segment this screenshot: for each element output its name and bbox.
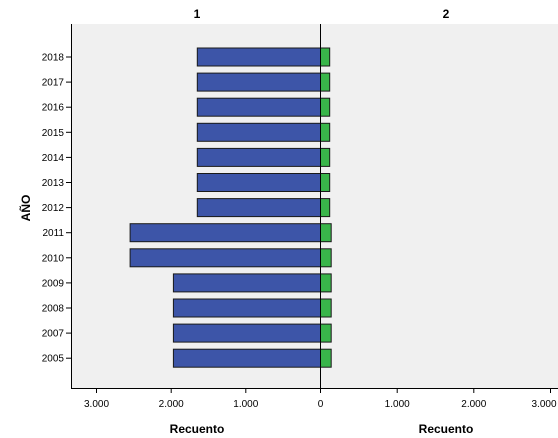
y-tick-label-2010: 2010 (42, 253, 65, 264)
bar-panel-2-2007 (320, 323, 332, 343)
bar-panel-1-2009 (172, 273, 321, 293)
bar-panel-1-2014 (196, 147, 321, 167)
y-tick-label-2014: 2014 (42, 153, 65, 164)
bar-panel-2-2010 (320, 248, 332, 268)
y-axis-label: AÑO (18, 195, 33, 222)
y-tick-label-2013: 2013 (42, 178, 65, 189)
bar-panel-2-2013 (320, 173, 331, 192)
y-tick-label-2015: 2015 (42, 128, 65, 139)
bar-panel-1-2011 (129, 223, 321, 243)
bar-panel-2-2012 (320, 198, 331, 218)
bars-panel-1 (129, 47, 321, 368)
panel-title-2: 2 (443, 7, 450, 21)
bar-panel-1-2012 (196, 198, 321, 218)
bar-panel-2-2009 (320, 273, 332, 293)
x-axis-label-right: Recuento (419, 422, 474, 436)
bar-panel-1-2016 (196, 97, 321, 117)
x-axis-label-left: Recuento (170, 422, 225, 436)
x-tick-label: 2.000 (159, 399, 184, 410)
y-axis: 2018 2017 2016 2015 2014 2013 2012 2011 2010 2009… (42, 24, 72, 388)
bar-panel-1-2013 (196, 173, 321, 192)
y-tick-label-2011: 2011 (42, 228, 64, 239)
y-tick-label-2005: 2005 (42, 354, 65, 365)
bar-panel-1-2008 (172, 298, 321, 318)
bar-panel-2-2005 (320, 348, 332, 368)
y-tick-label-2008: 2008 (42, 304, 65, 315)
y-tick-label-2018: 2018 (42, 53, 65, 64)
bar-panel-2-2018 (320, 47, 331, 67)
bar-panel-1-2007 (172, 323, 321, 343)
x-tick-label: 3.000 (84, 399, 109, 410)
bar-panel-2-2008 (320, 298, 332, 318)
bar-panel-2-2017 (320, 72, 331, 92)
bar-panel-1-2015 (196, 122, 321, 142)
x-tick-label: 0 (318, 399, 324, 410)
y-tick-label-2009: 2009 (42, 278, 65, 289)
bar-panel-2-2011 (320, 223, 332, 243)
x-tick-label: 1.000 (385, 399, 410, 410)
y-tick-label-2007: 2007 (42, 329, 65, 340)
bar-panel-1-2018 (196, 47, 321, 67)
x-tick-label: 1.000 (233, 399, 258, 410)
x-axis: 3.000 2.000 1.000 0 1.000 2.000 3.000 (71, 388, 558, 410)
x-tick-label: 2.000 (461, 399, 486, 410)
bar-panel-2-2014 (320, 147, 331, 167)
y-tick-label-2017: 2017 (42, 78, 65, 89)
bar-panel-1-2005 (172, 348, 321, 368)
bar-panel-1-2010 (129, 248, 321, 268)
x-tick-label: 3.000 (531, 399, 556, 410)
bars-panel-2 (320, 47, 332, 368)
bar-panel-1-2017 (196, 72, 321, 92)
bar-panel-2-2016 (320, 97, 331, 117)
panel-title-1: 1 (194, 7, 201, 21)
bar-panel-2-2015 (320, 122, 331, 142)
y-tick-label-2016: 2016 (42, 103, 65, 114)
y-tick-label-2012: 2012 (42, 203, 65, 214)
